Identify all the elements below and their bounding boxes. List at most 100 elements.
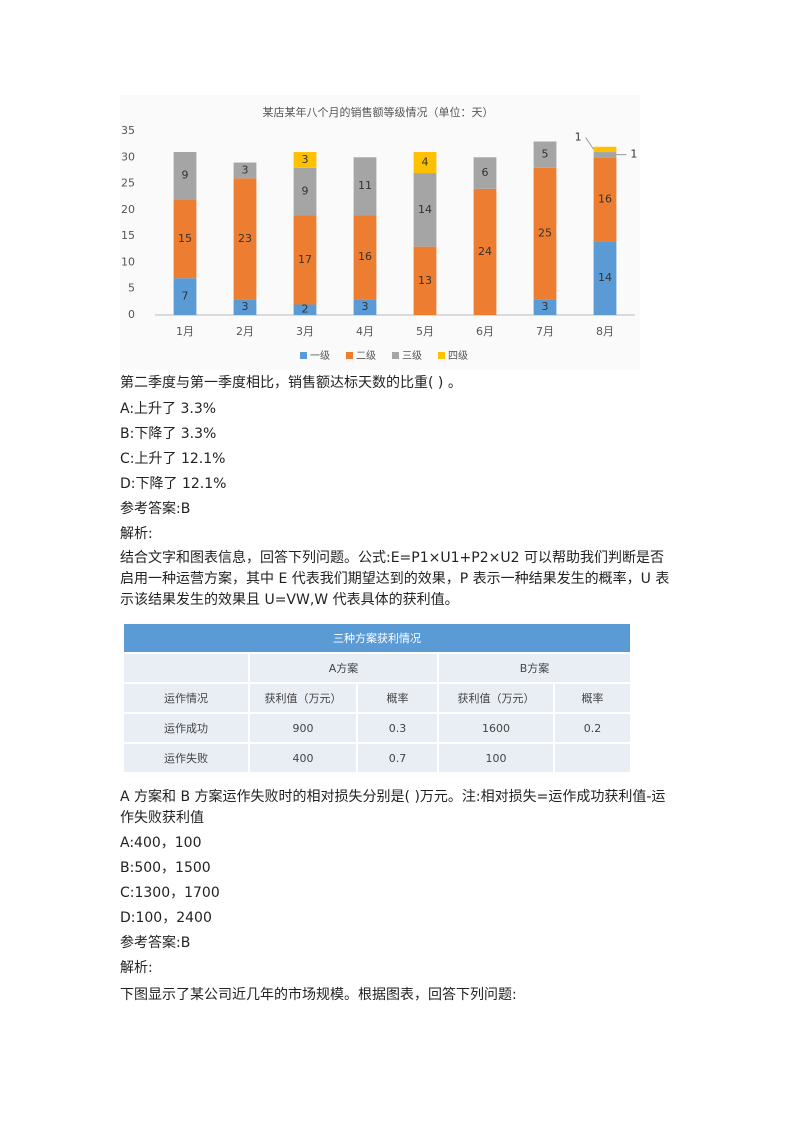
option: B:下降了 3.3%: [120, 426, 217, 442]
bar-segment: [593, 152, 617, 158]
bar-segment: [533, 299, 557, 315]
y-tick-label: 5: [128, 282, 135, 295]
cell: 概率: [553, 682, 632, 714]
x-tick-label: 5月: [416, 325, 434, 338]
cell: 概率: [356, 682, 439, 714]
bar-segment: [293, 215, 317, 305]
bar-segment: [413, 152, 437, 174]
data-label: 3: [242, 163, 249, 176]
cell: 获利值（万元）: [248, 682, 358, 714]
option: C:上升了 12.1%: [120, 451, 226, 467]
cell: 100: [437, 742, 555, 774]
cell: [553, 742, 632, 774]
cell: 1600: [437, 712, 555, 744]
cell: 900: [248, 712, 358, 744]
answer: 参考答案:B: [120, 501, 191, 517]
option: C:1300，1700: [120, 885, 220, 901]
y-tick-label: 30: [121, 150, 135, 163]
bar-segment: [233, 299, 257, 315]
legend-label: 四级: [448, 350, 468, 362]
data-label: 3: [302, 153, 309, 166]
legend-swatch: [346, 352, 353, 359]
legend-swatch: [392, 352, 399, 359]
data-label: 25: [538, 227, 552, 240]
x-tick-label: 3月: [296, 325, 314, 338]
bar-segment: [173, 199, 197, 279]
x-tick-label: 8月: [596, 325, 614, 338]
bar-segment: [533, 167, 557, 300]
x-tick-label: 7月: [536, 325, 554, 338]
data-label: 17: [298, 253, 312, 266]
option: B:500，1500: [120, 860, 211, 876]
bar-segment: [473, 188, 497, 315]
bar-segment: [233, 162, 257, 179]
data-label: 24: [478, 245, 492, 258]
bar-segment: [173, 152, 197, 200]
y-tick-label: 25: [121, 177, 135, 190]
bar-segment: [293, 152, 317, 168]
data-label: 11: [358, 179, 372, 192]
bar-segment: [533, 141, 557, 168]
data-label: 14: [418, 203, 432, 216]
data-label: 3: [362, 300, 369, 313]
data-label: 16: [358, 250, 372, 263]
data-label: 23: [238, 232, 252, 245]
legend-swatch: [300, 352, 307, 359]
data-label: 13: [418, 274, 432, 287]
paragraph: 下图显示了某公司近几年的市场规模。根据图表，回答下列问题:: [120, 987, 517, 1003]
cell: 400: [248, 742, 358, 774]
chart-title: 某店某年八个月的销售额等级情况（单位：天）: [263, 105, 494, 119]
legend-swatch: [438, 352, 445, 359]
leader-line: [585, 137, 595, 150]
bar-segment: [353, 215, 377, 300]
data-label: 4: [422, 156, 429, 169]
cell: 运作情况: [122, 682, 250, 714]
data-label: 14: [598, 271, 612, 284]
option: D:下降了 12.1%: [120, 476, 227, 492]
legend-label: 一级: [310, 350, 330, 362]
data-label: 5: [542, 148, 549, 161]
bar-segment: [413, 246, 437, 315]
bar-segment: [353, 157, 377, 216]
bar-segment: [353, 299, 377, 315]
data-label: 15: [178, 232, 192, 245]
analysis: 解析:: [120, 526, 153, 542]
table-title: 三种方案获利情况: [122, 622, 632, 654]
bar-segment: [593, 241, 617, 315]
cell: 0.2: [553, 712, 632, 744]
bar-segment: [593, 157, 617, 242]
cell: 运作失败: [122, 742, 250, 774]
y-tick-label: 35: [121, 124, 135, 137]
bar-segment: [593, 146, 617, 153]
data-label: 7: [182, 290, 189, 303]
x-tick-label: 4月: [356, 325, 374, 338]
y-tick-label: 15: [121, 229, 135, 242]
cell: 0.7: [356, 742, 439, 774]
legend-label: 二级: [356, 350, 376, 362]
cell: 0.3: [356, 712, 439, 744]
y-tick-label: 0: [128, 308, 135, 321]
y-tick-label: 20: [121, 203, 135, 216]
data-label: 6: [482, 166, 489, 179]
cell: [122, 652, 250, 684]
bar-segment: [413, 173, 437, 247]
bar-segment: [233, 178, 257, 300]
analysis: 解析:: [120, 960, 153, 976]
data-label: 16: [598, 192, 612, 205]
cell: 获利值（万元）: [437, 682, 555, 714]
answer: 参考答案:B: [120, 935, 191, 951]
question-stem: 第二季度与第一季度相比，销售额达标天数的比重( ) 。: [120, 375, 462, 391]
question-stem: A 方案和 B 方案运作失败时的相对损失分别是( )万元。注:相对损失=运作成功…: [120, 789, 666, 826]
data-label: 9: [302, 184, 309, 197]
option: A:上升了 3.3%: [120, 401, 217, 417]
option: A:400，100: [120, 835, 202, 851]
group-header: B方案: [437, 652, 632, 684]
group-header: A方案: [248, 652, 439, 684]
chart-background: [120, 95, 640, 370]
data-label: 9: [182, 169, 189, 182]
data-label: 1: [630, 148, 637, 161]
data-label: 2: [302, 303, 309, 316]
data-label: 3: [542, 300, 549, 313]
cell: 运作成功: [122, 712, 250, 744]
